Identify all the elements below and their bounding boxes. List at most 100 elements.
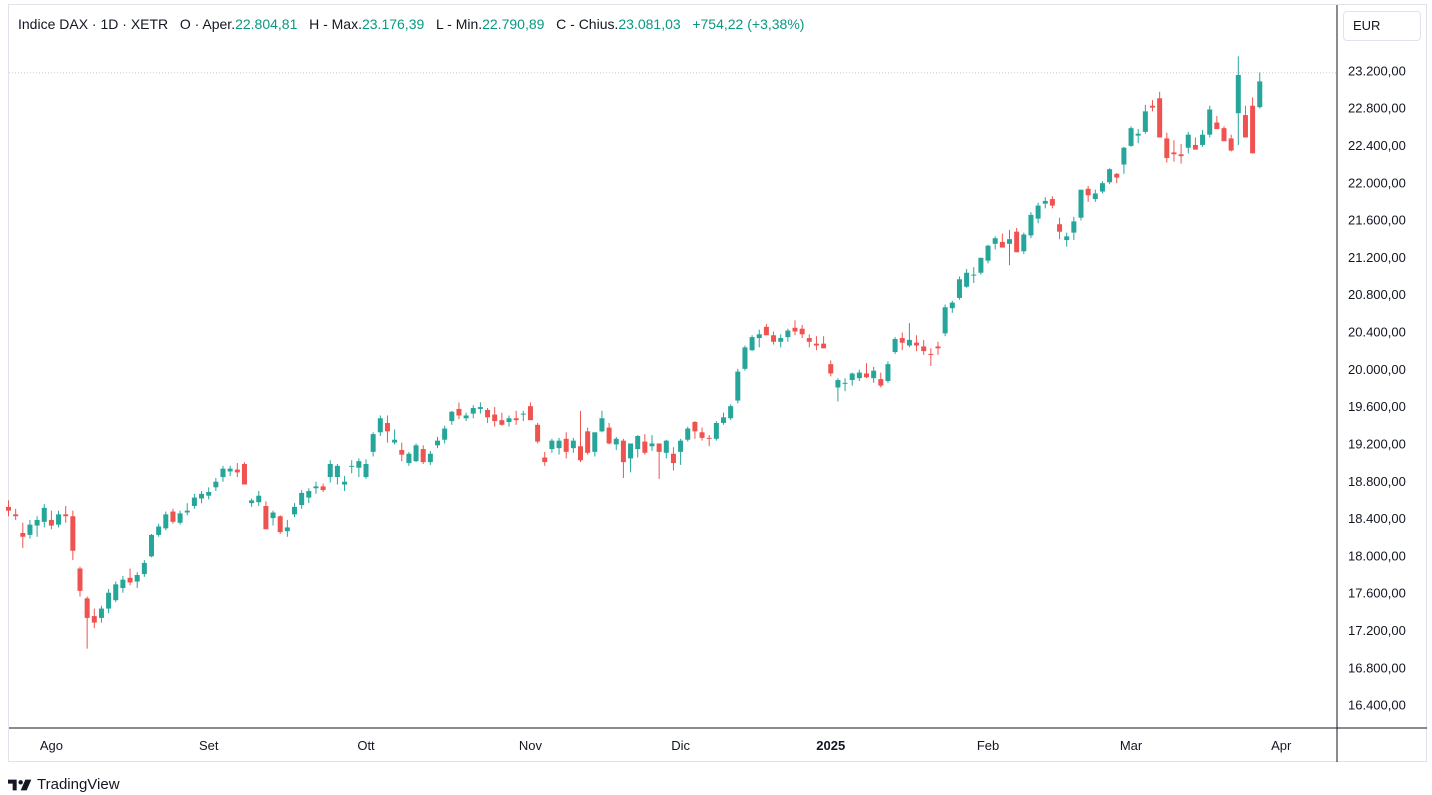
candle-body[interactable] [527,406,533,421]
candle-body[interactable] [599,418,605,432]
candle-body[interactable] [656,443,662,452]
candle-body[interactable] [6,506,11,511]
candle-body[interactable] [1114,173,1120,178]
currency-button[interactable]: EUR [1343,11,1421,41]
candle-body[interactable] [721,417,726,423]
candle-body[interactable] [20,533,26,537]
candle-body[interactable] [956,279,962,298]
candle-body[interactable] [1121,147,1127,165]
candle-body[interactable] [263,505,269,530]
candle-body[interactable] [149,534,154,557]
candle-body[interactable] [27,524,33,535]
candle-body[interactable] [277,516,283,533]
candle-body[interactable] [856,372,862,379]
candle-body[interactable] [1228,138,1234,151]
candle-body[interactable] [1042,200,1048,204]
candle-body[interactable] [292,506,297,515]
candle-body[interactable] [535,424,541,442]
candle-body[interactable] [949,302,955,309]
candle-body[interactable] [885,364,891,381]
candle-body[interactable] [899,338,905,343]
candle-body[interactable] [1007,239,1012,244]
candle-body[interactable] [349,465,355,467]
candle-body[interactable] [864,373,869,378]
candle-body[interactable] [413,445,419,462]
candle-body[interactable] [985,245,991,261]
candle-body[interactable] [1128,128,1134,146]
candle-body[interactable] [799,328,805,335]
candle-body[interactable] [1078,189,1084,218]
candle-body[interactable] [749,337,755,351]
candle-body[interactable] [270,512,276,519]
candle-body[interactable] [628,443,634,459]
candle-body[interactable] [635,436,641,450]
candle-body[interactable] [663,440,669,453]
candle-body[interactable] [320,486,326,491]
candle-body[interactable] [935,346,941,349]
candle-body[interactable] [1214,122,1220,130]
candle-body[interactable] [649,443,655,447]
candle-body[interactable] [928,353,934,355]
candle-body[interactable] [420,449,426,463]
candle-body[interactable] [485,409,491,418]
candle-body[interactable] [98,608,104,618]
candle-body[interactable] [978,257,984,273]
candle-body[interactable] [284,527,290,532]
candle-body[interactable] [670,453,676,464]
candle-body[interactable] [813,343,819,346]
candle-body[interactable] [492,414,498,422]
candle-body[interactable] [249,500,255,504]
candle-body[interactable] [806,338,812,342]
candle-body[interactable] [678,440,684,452]
candle-body[interactable] [1242,115,1248,138]
tradingview-logo[interactable]: TradingView [8,776,120,793]
candle-body[interactable] [48,519,54,526]
candle-body[interactable] [878,379,884,386]
candle-body[interactable] [1085,188,1091,196]
candle-body[interactable] [463,415,469,419]
candle-body[interactable] [370,434,376,452]
candle-body[interactable] [41,507,47,522]
candle-body[interactable] [642,441,648,453]
candle-body[interactable] [763,326,769,336]
candle-body[interactable] [1192,144,1198,150]
candle-body[interactable] [542,457,548,463]
candle-body[interactable] [34,519,40,526]
candle-body[interactable] [449,411,455,422]
candle-body[interactable] [556,440,562,449]
candle-body[interactable] [1064,236,1070,241]
candle-body[interactable] [234,469,240,473]
candle-body[interactable] [964,272,970,287]
candle-body[interactable] [127,577,133,583]
candle-body[interactable] [849,373,855,381]
candle-body[interactable] [1021,234,1027,252]
candle-body[interactable] [1107,169,1113,183]
candle-body[interactable] [363,463,369,478]
candle-body[interactable] [1049,199,1055,206]
candle-body[interactable] [578,446,583,461]
candle-body[interactable] [184,510,190,513]
candle-body[interactable] [1028,214,1034,236]
candle-body[interactable] [13,514,19,517]
candle-body[interactable] [685,428,691,440]
candle-body[interactable] [342,481,348,485]
candle-body[interactable] [942,307,948,334]
candle-body[interactable] [1035,205,1041,219]
candle-body[interactable] [213,481,219,488]
candle-body[interactable] [1221,128,1227,142]
candle-body[interactable] [871,370,877,379]
candle-body[interactable] [1014,231,1020,253]
candle-body[interactable] [1235,74,1241,114]
candle-body[interactable] [406,453,412,464]
candle-body[interactable] [1150,105,1155,108]
candle-body[interactable] [1099,183,1105,192]
candle-body[interactable] [821,343,827,349]
candle-body[interactable] [742,347,748,369]
candle-body[interactable] [513,418,519,421]
candle-body[interactable] [91,616,97,623]
candle-body[interactable] [592,432,598,452]
candle-body[interactable] [313,486,319,489]
candle-body[interactable] [77,568,83,591]
candle-body[interactable] [892,338,898,353]
